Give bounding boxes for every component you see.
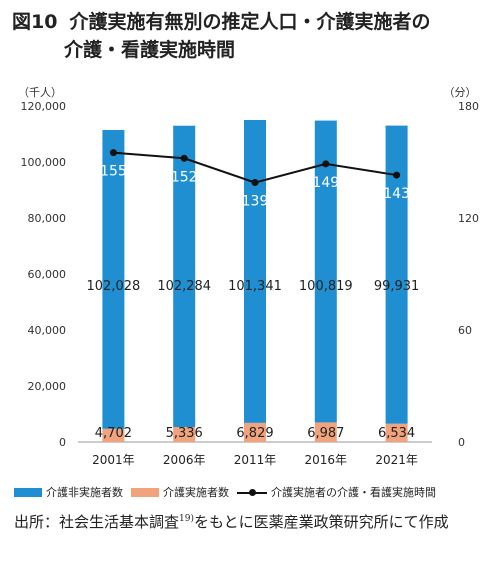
bar-non-caregivers — [314, 120, 337, 423]
left-tick-label: 40,000 — [28, 324, 67, 337]
caregivers-value-label: 6,534 — [378, 426, 415, 441]
title-text-2: 介護・看護実施時間 — [64, 39, 236, 61]
time-value-label: 155 — [100, 164, 127, 180]
bar-non-caregivers — [173, 125, 196, 428]
time-point — [251, 179, 259, 187]
source-suffix: をもとに医薬産業政策研究所にて作成 — [193, 513, 449, 531]
right-tick-label: 180 — [458, 100, 479, 113]
source-prefix: 出所：社会生活基本調査 — [14, 513, 180, 531]
legend-label-non-caregivers: 介護非実施者数 — [46, 486, 123, 499]
left-tick-label: 20,000 — [28, 380, 67, 393]
right-tick-label: 120 — [458, 212, 479, 225]
legend-label-caregivers: 介護実施者数 — [163, 486, 229, 499]
bar-caregivers — [314, 422, 337, 442]
legend-swatch-line — [237, 488, 267, 497]
left-tick-label: 60,000 — [28, 268, 67, 281]
time-point — [322, 160, 330, 168]
legend-item-time: 介護実施者の介護・看護実施時間 — [237, 484, 436, 500]
bar-non-caregivers — [385, 125, 408, 424]
time-point — [393, 171, 401, 179]
legend-swatch-blue — [14, 487, 42, 497]
category-label: 2001年 — [92, 453, 135, 467]
caregivers-value-label: 4,702 — [95, 426, 132, 441]
combo-chart: （千人） （分） 0 20,000 40,000 60,000 80,000 100,000 1… — [18, 86, 479, 467]
figure-number: 図10 — [12, 11, 58, 33]
non-caregivers-value-label: 100,819 — [299, 279, 353, 294]
time-value-label: 139 — [242, 194, 269, 210]
time-value-label: 149 — [312, 175, 339, 191]
bar-caregivers — [385, 423, 408, 442]
legend: 介護非実施者数 介護実施者数 介護実施者の介護・看護実施時間 — [14, 484, 444, 500]
right-tick-label: 60 — [458, 324, 472, 337]
data-labels: 155 152 139 149 143 102,028 102,284 101,341 100,… — [87, 164, 420, 441]
left-axis-unit: （千人） — [18, 86, 62, 99]
legend-item-non-caregivers: 介護非実施者数 — [14, 484, 123, 500]
non-caregivers-value-label: 102,284 — [157, 279, 211, 294]
time-point — [109, 149, 117, 157]
time-value-label: 152 — [171, 169, 198, 185]
non-caregivers-value-label: 101,341 — [228, 279, 282, 294]
non-caregivers-value-label: 99,931 — [374, 279, 420, 294]
category-label: 2006年 — [163, 453, 206, 467]
left-tick-label: 80,000 — [28, 212, 67, 225]
source-ref: 19) — [179, 514, 194, 524]
legend-label-time: 介護実施者の介護・看護実施時間 — [271, 486, 436, 499]
title-line-1: 図10 介護実施有無別の推定人口・介護実施者の — [12, 8, 492, 36]
left-tick-label: 120,000 — [21, 100, 67, 113]
title-text-1: 介護実施有無別の推定人口・介護実施者の — [69, 11, 431, 33]
source-note: 出所：社会生活基本調査19)をもとに医薬産業政策研究所にて作成 — [14, 508, 490, 533]
bar-caregivers — [244, 422, 266, 442]
chart-title: 図10 介護実施有無別の推定人口・介護実施者の 介護・看護実施時間 — [12, 8, 492, 64]
category-label: 2011年 — [234, 453, 277, 467]
time-point — [180, 154, 188, 162]
legend-swatch-orange — [131, 487, 159, 497]
time-line — [109, 149, 401, 187]
bar-non-caregivers — [244, 120, 266, 423]
right-axis-unit: （分） — [444, 86, 477, 99]
category-label: 2021年 — [375, 453, 418, 467]
title-line-2: 介護・看護実施時間 — [12, 36, 492, 64]
caregivers-value-label: 6,987 — [307, 426, 344, 441]
category-label: 2016年 — [305, 453, 348, 467]
left-tick-label: 0 — [59, 436, 66, 449]
non-caregivers-value-label: 102,028 — [87, 279, 141, 294]
time-value-label: 143 — [383, 186, 410, 202]
bar-non-caregivers — [102, 129, 125, 429]
legend-item-caregivers: 介護実施者数 — [131, 484, 229, 500]
bar-caregivers — [173, 427, 196, 442]
right-tick-label: 0 — [458, 436, 465, 449]
caregivers-value-label: 6,829 — [236, 426, 273, 441]
bars — [102, 120, 408, 442]
left-tick-label: 100,000 — [21, 156, 67, 169]
caregivers-value-label: 5,336 — [166, 426, 203, 441]
bar-caregivers — [102, 428, 125, 442]
